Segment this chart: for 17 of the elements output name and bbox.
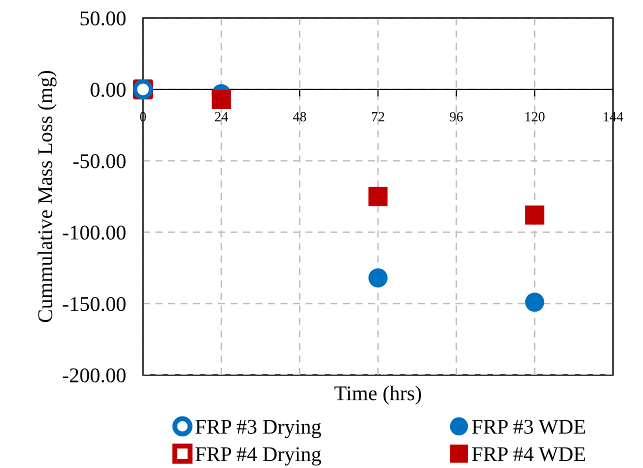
- y-tick-label: -200.00: [62, 368, 126, 383]
- x-tick-label: 120: [525, 112, 545, 122]
- legend-label: FRP #4 Drying: [196, 447, 322, 466]
- x-axis-title: Time (hrs): [334, 386, 421, 405]
- legend-label: FRP #3 WDE: [472, 420, 586, 434]
- x-tick-label: 72: [372, 112, 384, 122]
- y-tick-label: 50.00: [80, 11, 126, 26]
- x-tick-label: 96: [450, 112, 463, 122]
- y-tick-label: -50.00: [73, 154, 126, 168]
- y-tick-label: 0.00: [90, 82, 126, 97]
- x-tick-label: 48: [292, 112, 306, 122]
- y-tick-label: -150.00: [62, 296, 126, 312]
- y-axis-title: Cummulative Mass Loss (mg): [38, 70, 57, 322]
- y-tick-label: -100.00: [62, 226, 126, 240]
- legend-label: FRP #3 Drying: [196, 420, 322, 438]
- x-tick-label: 24: [215, 112, 228, 122]
- legend-label: FRP #4 WDE: [472, 447, 586, 462]
